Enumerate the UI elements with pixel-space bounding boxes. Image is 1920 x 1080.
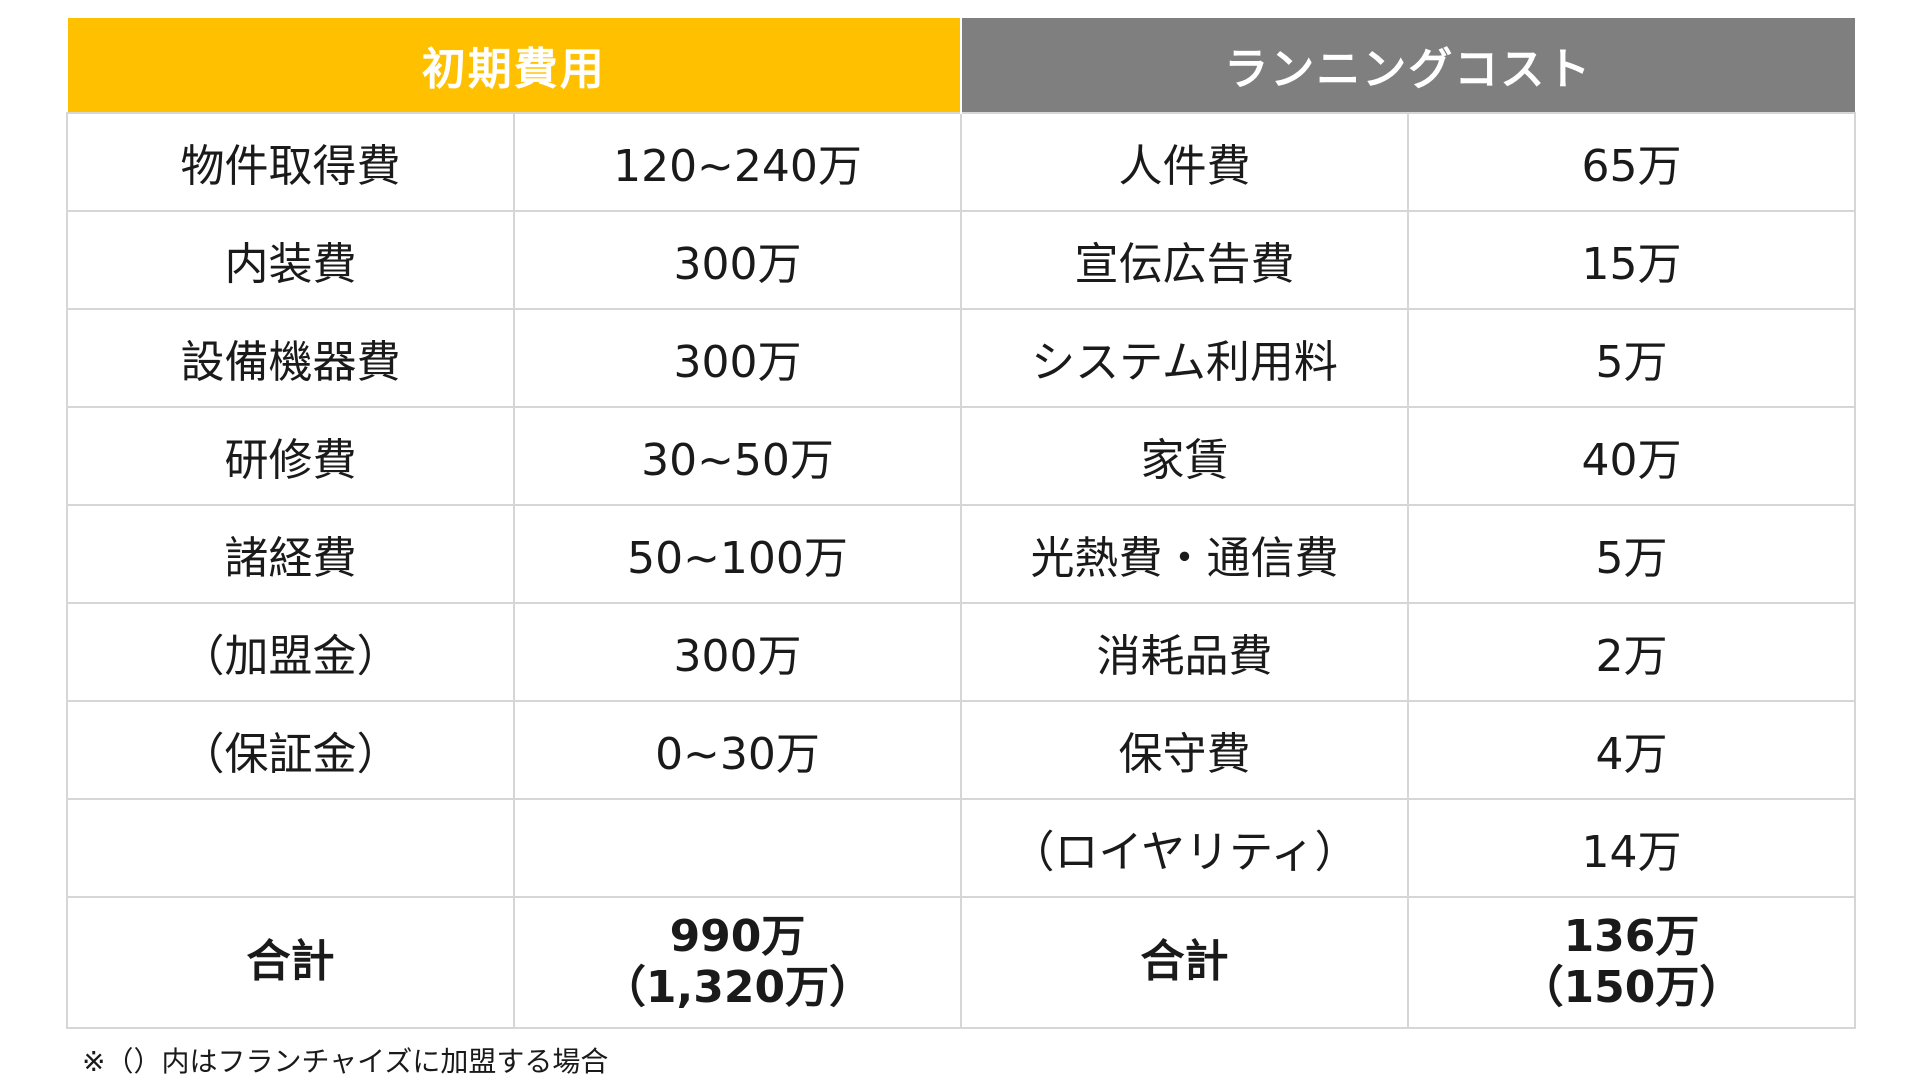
running-item-cell: システム利用料: [960, 308, 1409, 408]
running-item-cell: （ロイヤリティ）: [960, 798, 1409, 898]
table-row: 内装費 300万 宣伝広告費 15万: [66, 210, 1856, 310]
initial-cost-header: 初期費用: [66, 17, 962, 114]
running-item-cell: 宣伝広告費: [960, 210, 1409, 310]
running-value-cell: 5万: [1407, 308, 1856, 408]
table-row: 諸経費 50~100万 光熱費・通信費 5万: [66, 504, 1856, 604]
initial-value-cell: 30~50万: [513, 406, 962, 506]
initial-item-cell: （保証金）: [66, 700, 515, 800]
initial-item-cell: 内装費: [66, 210, 515, 310]
table-row: 設備機器費 300万 システム利用料 5万: [66, 308, 1856, 408]
running-item-cell: 保守費: [960, 700, 1409, 800]
table-row: （保証金） 0~30万 保守費 4万: [66, 700, 1856, 800]
running-value-cell: 5万: [1407, 504, 1856, 604]
initial-item-cell: 物件取得費: [66, 112, 515, 212]
running-value-cell: 15万: [1407, 210, 1856, 310]
running-total-value-cell: 136万 （150万）: [1407, 896, 1856, 1029]
initial-item-cell: （加盟金）: [66, 602, 515, 702]
initial-value-cell: 300万: [513, 210, 962, 310]
table-row: （加盟金） 300万 消耗品費 2万: [66, 602, 1856, 702]
running-total-label: 合計: [960, 896, 1409, 1029]
initial-total-value: 990万: [669, 910, 806, 962]
running-item-cell: 光熱費・通信費: [960, 504, 1409, 604]
running-cost-header: ランニングコスト: [960, 17, 1856, 114]
running-value-cell: 14万: [1407, 798, 1856, 898]
running-total-value-franchise: （150万）: [1519, 961, 1744, 1013]
initial-item-cell: [66, 798, 515, 898]
table-row: 物件取得費 120~240万 人件費 65万: [66, 112, 1856, 212]
running-item-cell: 家賃: [960, 406, 1409, 506]
initial-value-cell: 50~100万: [513, 504, 962, 604]
initial-total-value-cell: 990万 （1,320万）: [513, 896, 962, 1029]
running-value-cell: 4万: [1407, 700, 1856, 800]
running-value-cell: 65万: [1407, 112, 1856, 212]
initial-value-cell: [513, 798, 962, 898]
initial-value-cell: 300万: [513, 602, 962, 702]
total-row: 合計 990万 （1,320万） 合計 136万 （150万）: [66, 896, 1856, 1029]
header-row: 初期費用 ランニングコスト: [66, 17, 1856, 114]
running-item-cell: 人件費: [960, 112, 1409, 212]
running-value-cell: 2万: [1407, 602, 1856, 702]
table-row: （ロイヤリティ） 14万: [66, 798, 1856, 898]
initial-total-value-franchise: （1,320万）: [601, 961, 874, 1013]
initial-value-cell: 300万: [513, 308, 962, 408]
initial-item-cell: 諸経費: [66, 504, 515, 604]
footnote: ※（）内はフランチャイズに加盟する場合: [82, 1045, 609, 1078]
initial-value-cell: 0~30万: [513, 700, 962, 800]
initial-value-cell: 120~240万: [513, 112, 962, 212]
running-item-cell: 消耗品費: [960, 602, 1409, 702]
initial-item-cell: 研修費: [66, 406, 515, 506]
initial-total-label: 合計: [66, 896, 515, 1029]
running-value-cell: 40万: [1407, 406, 1856, 506]
table-row: 研修費 30~50万 家賃 40万: [66, 406, 1856, 506]
running-total-value: 136万: [1563, 910, 1700, 962]
cost-table: 初期費用 ランニングコスト 物件取得費 120~240万 人件費 65万 内装費…: [66, 17, 1856, 1029]
initial-item-cell: 設備機器費: [66, 308, 515, 408]
